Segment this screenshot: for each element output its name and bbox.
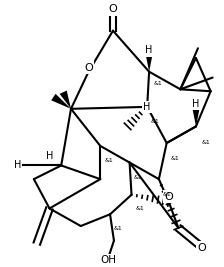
Polygon shape (192, 107, 200, 126)
Text: O: O (109, 4, 117, 14)
Polygon shape (60, 91, 71, 109)
Polygon shape (51, 94, 71, 109)
Text: O: O (84, 63, 93, 73)
Text: O: O (164, 192, 173, 202)
Text: &1: &1 (151, 119, 160, 124)
Text: &1: &1 (171, 156, 179, 161)
Text: &1: &1 (202, 140, 211, 145)
Text: H: H (143, 102, 151, 112)
Text: H: H (14, 160, 21, 170)
Text: OH: OH (100, 255, 116, 265)
Polygon shape (145, 52, 153, 72)
Text: &1: &1 (104, 158, 113, 163)
Text: &1: &1 (114, 226, 123, 231)
Text: H: H (145, 45, 153, 55)
Text: O: O (198, 242, 206, 253)
Text: &1: &1 (154, 81, 163, 87)
Text: &1: &1 (136, 206, 144, 211)
Text: H: H (46, 151, 53, 161)
Text: H: H (192, 99, 200, 109)
Text: &1: &1 (134, 175, 142, 180)
Text: &1: &1 (163, 192, 172, 197)
